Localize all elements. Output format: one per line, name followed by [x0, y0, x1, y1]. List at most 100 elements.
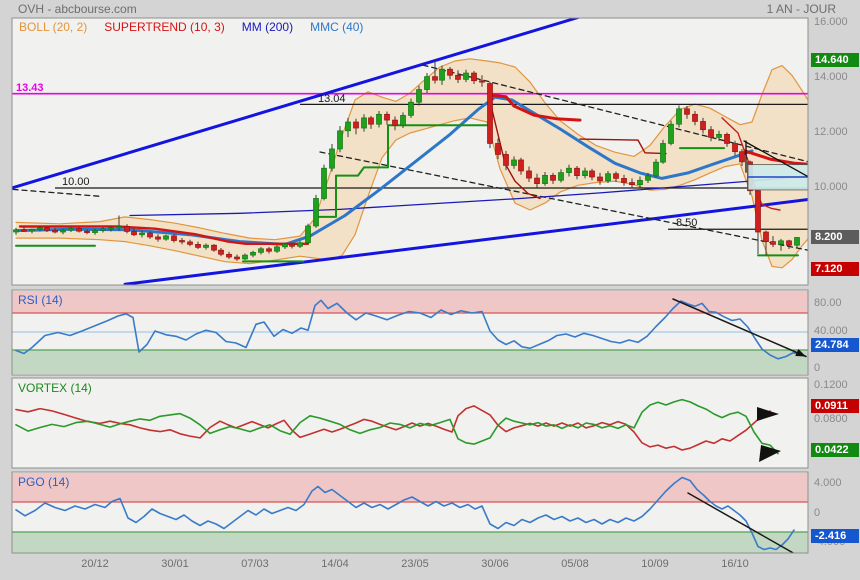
candle-body — [550, 175, 556, 181]
candle-body — [447, 68, 453, 76]
y-axis-label-0.1200: 0.1200 — [814, 379, 848, 391]
candle-body — [487, 83, 493, 144]
candle-body — [155, 236, 161, 240]
legend-mm200[interactable]: MM (200) — [241, 20, 294, 34]
candle-body — [534, 177, 540, 184]
supertrend-segment-9 — [743, 149, 808, 166]
candle-body — [13, 229, 19, 233]
price-level-label-10.00: 10.00 — [62, 176, 90, 188]
value-badge-7.120: 7.120 — [811, 262, 859, 276]
candle-body — [526, 170, 532, 179]
candle-body — [794, 237, 800, 246]
candle-body — [282, 243, 288, 248]
y-axis-label-10.000: 10.000 — [814, 181, 848, 193]
candle-body — [621, 178, 627, 183]
candle-body — [76, 228, 82, 232]
candle-body — [297, 242, 303, 247]
vortex-panel-background — [12, 378, 808, 468]
rsi-overbought-zone — [12, 291, 808, 313]
candle-body — [471, 72, 477, 82]
candle-body — [708, 129, 714, 138]
candle-body — [660, 143, 666, 163]
x-axis-label-23/05: 23/05 — [401, 558, 429, 570]
pgo-trendline — [687, 492, 795, 553]
x-axis-label-20/12: 20/12 — [81, 558, 109, 570]
candle-body — [139, 232, 145, 236]
vi-plus-arrow — [759, 445, 781, 462]
y-axis-label-0: 0 — [814, 507, 821, 519]
value-badge-8.200: 8.200 — [811, 230, 859, 244]
x-axis-label-05/08: 05/08 — [561, 558, 589, 570]
candle-body — [668, 123, 674, 144]
candle-body — [218, 249, 224, 255]
value-badge-0.0911: 0.0911 — [811, 399, 859, 413]
candle-body — [100, 228, 106, 231]
candle-body — [700, 121, 706, 131]
x-axis-label-30/06: 30/06 — [481, 558, 509, 570]
candle-body — [195, 244, 201, 248]
candle-body — [613, 173, 619, 179]
candle-body — [313, 198, 319, 227]
candle-body — [724, 134, 730, 144]
candle-body — [108, 227, 114, 230]
candle-body — [786, 240, 792, 246]
candle-body — [739, 151, 745, 163]
y-axis-label-0: 0 — [814, 362, 821, 374]
price-level-label-13.04: 13.04 — [318, 93, 346, 105]
candle-body — [52, 230, 58, 233]
candle-body — [147, 232, 153, 238]
candle-body — [416, 89, 422, 103]
candle-body — [384, 113, 390, 121]
blue-trendline-1 — [123, 197, 808, 285]
pgo-panel-title: PGO (14) — [18, 475, 70, 489]
candle-body — [242, 254, 248, 260]
candle-body — [770, 241, 776, 245]
legend-mmc40[interactable]: MMC (40) — [310, 20, 364, 34]
dashed-trendline-2 — [422, 64, 808, 163]
candle-body — [187, 241, 193, 245]
candle-body — [716, 134, 722, 138]
candle-body — [653, 161, 659, 177]
candle-body — [329, 148, 335, 169]
candle-body — [408, 101, 414, 116]
candle-body — [597, 176, 603, 182]
candle-body — [763, 231, 769, 242]
bollinger-band-fill — [16, 58, 808, 268]
rsi-trendline — [672, 298, 807, 358]
supertrend-segment-4 — [487, 93, 582, 122]
candle-body — [566, 167, 572, 173]
candle-body — [250, 252, 256, 256]
y-axis-label-14.000: 14.000 — [814, 71, 848, 83]
y-axis-label-4.000: 4.000 — [814, 477, 842, 489]
candle-body — [589, 170, 595, 178]
candle-body — [376, 113, 382, 125]
candle-body — [266, 248, 272, 252]
candle-body — [361, 117, 367, 129]
pgo-panel[interactable] — [12, 473, 808, 554]
candle-body — [518, 159, 524, 172]
legend-supertrend[interactable]: SUPERTREND (10, 3) — [104, 20, 225, 34]
candle-body — [605, 173, 611, 182]
legend-boll[interactable]: BOLL (20, 2) — [19, 20, 88, 34]
dashed-trendline-4 — [12, 188, 101, 197]
timeframe-label: 1 AN - JOUR — [766, 2, 836, 16]
pgo-panel-border — [11, 471, 809, 554]
rsi-line — [15, 299, 801, 360]
pgo-line — [15, 476, 795, 551]
candle-body — [582, 170, 588, 176]
candle-body — [637, 179, 643, 186]
rsi-panel[interactable] — [12, 291, 808, 374]
value-badge--2.416: -2.416 — [811, 529, 859, 543]
candle-body — [179, 240, 185, 243]
x-axis-label-16/10: 16/10 — [721, 558, 749, 570]
candle-body — [29, 228, 35, 232]
vortex-panel[interactable] — [15, 398, 781, 462]
candle-body — [124, 226, 130, 232]
candle-body — [558, 172, 564, 181]
candle-body — [274, 246, 280, 252]
main-panel[interactable] — [12, 18, 812, 285]
value-badge-24.784: 24.784 — [811, 338, 859, 352]
candle-body — [321, 167, 327, 199]
